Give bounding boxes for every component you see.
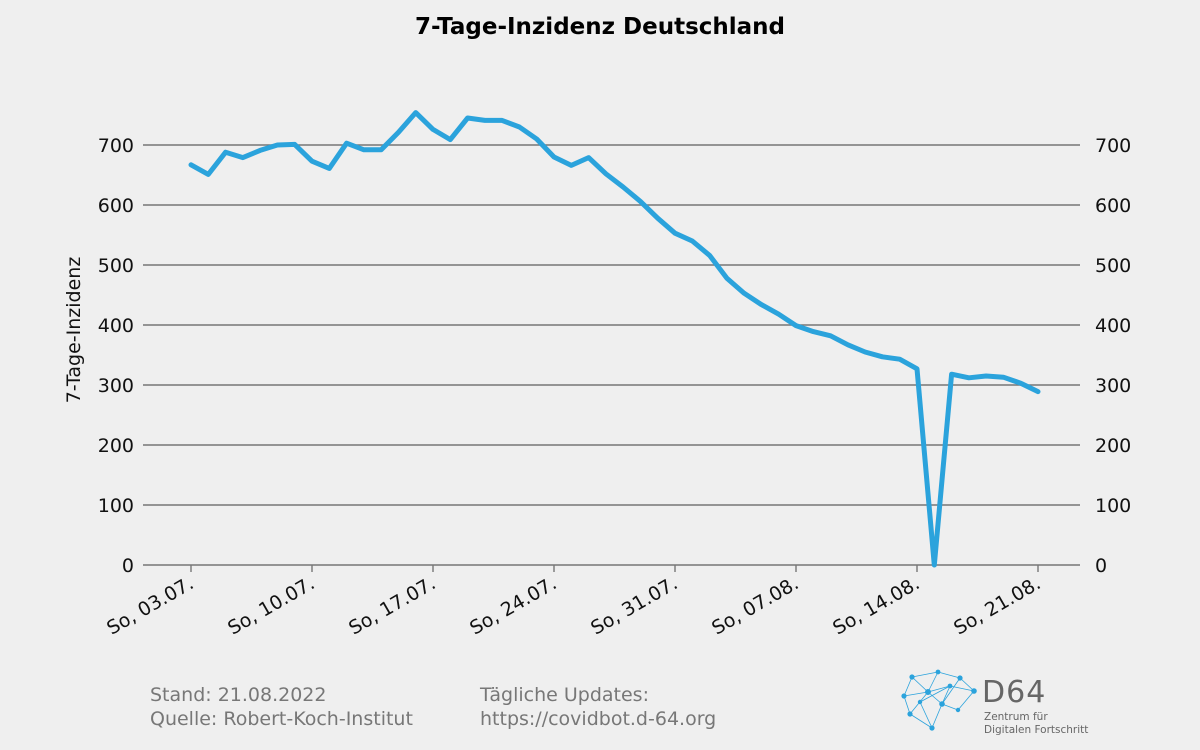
y-tick-right-300: 300	[1095, 375, 1131, 397]
x-axis: So, 03.07. So, 10.07. So, 17.07. So, 24.07.…	[103, 565, 1045, 639]
footer-updates-label: Tägliche Updates:	[480, 684, 649, 706]
y-tick-left-200: 200	[98, 435, 134, 457]
x-tick-label-0: So, 03.07.	[103, 572, 197, 639]
grid	[143, 144, 1080, 566]
y-tick-right-400: 400	[1095, 315, 1131, 337]
logo-subtitle-line1: Zentrum für	[984, 711, 1048, 723]
x-tick-label-6: So, 14.08.	[829, 572, 923, 639]
y-tick-right-500: 500	[1095, 255, 1131, 277]
footer-updates-url[interactable]: https://covidbot.d-64.org	[480, 708, 717, 730]
series-line	[188, 110, 1041, 568]
y-tick-right-0: 0	[1095, 555, 1107, 577]
x-tick-label-7: So, 21.08.	[950, 572, 1044, 639]
chart: 7-Tage-Inzidenz Deutschland 7-Tage-Inzid…	[63, 14, 1131, 639]
footer-source: Stand: 21.08.2022 Quelle: Robert-Koch-In…	[150, 683, 413, 731]
y-tick-left-100: 100	[98, 495, 134, 517]
y-axis-left: 0 100 200 300 400 500 600 700	[98, 135, 134, 577]
footer-stand: Stand: 21.08.2022	[150, 684, 327, 706]
y-axis-label: 7-Tage-Inzidenz	[63, 257, 85, 404]
x-tick-label-2: So, 17.07.	[345, 572, 439, 639]
logo-name: D64	[982, 675, 1046, 710]
y-tick-right-700: 700	[1095, 135, 1131, 157]
footer-updates: Tägliche Updates: https://covidbot.d-64.…	[480, 683, 716, 731]
x-tick-label-1: So, 10.07.	[224, 572, 318, 639]
footer-quelle: Quelle: Robert-Koch-Institut	[150, 708, 413, 730]
y-tick-left-500: 500	[98, 255, 134, 277]
y-tick-left-0: 0	[122, 555, 134, 577]
y-tick-right-600: 600	[1095, 195, 1131, 217]
x-tick-label-4: So, 31.07.	[587, 572, 681, 639]
network-graph-icon	[901, 669, 977, 731]
y-tick-left-400: 400	[98, 315, 134, 337]
y-axis-right: 0 100 200 300 400 500 600 700	[1095, 135, 1131, 577]
y-tick-right-100: 100	[1095, 495, 1131, 517]
d64-logo: D64 Zentrum für Digitalen Fortschritt	[901, 669, 1088, 736]
x-tick-label-3: So, 24.07.	[466, 572, 560, 639]
x-tick-label-5: So, 07.08.	[708, 572, 802, 639]
logo-subtitle-line2: Digitalen Fortschritt	[984, 724, 1088, 736]
chart-title: 7-Tage-Inzidenz Deutschland	[415, 14, 785, 40]
y-tick-left-600: 600	[98, 195, 134, 217]
y-tick-right-200: 200	[1095, 435, 1131, 457]
y-tick-left-300: 300	[98, 375, 134, 397]
y-tick-left-700: 700	[98, 135, 134, 157]
